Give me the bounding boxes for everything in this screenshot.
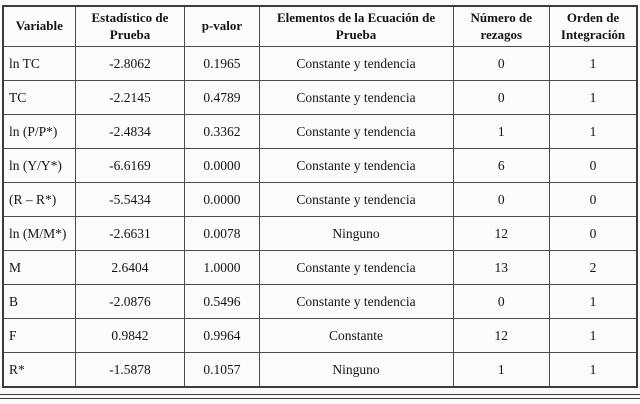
header-row: Variable Estadístico de Prueba p-valor Elem… bbox=[2, 5, 638, 47]
cell-estadistico-de-prueba: -5.5434 bbox=[74, 182, 186, 217]
cell-elementos-ecuacion: Ninguno bbox=[258, 352, 454, 388]
cell-elementos-ecuacion: Constante bbox=[258, 318, 454, 353]
table-row: ln (P/P*) -2.4834 0.3362 Constante y tenden… bbox=[2, 114, 638, 149]
cell-p-valor: 0.1057 bbox=[184, 352, 260, 388]
cell-elementos-ecuacion: Constante y tendencia bbox=[258, 114, 454, 149]
cell-estadistico-de-prueba: -6.6169 bbox=[74, 148, 186, 183]
cell-p-valor: 0.0078 bbox=[184, 216, 260, 251]
table-row: (R – R*) -5.5434 0.0000 Constante y tendenc… bbox=[2, 182, 638, 217]
cell-variable: ln (M/M*) bbox=[2, 216, 76, 251]
table-row: B -2.0876 0.5496 Constante y tendencia 0 1 bbox=[2, 284, 638, 319]
cell-variable: M bbox=[2, 250, 76, 285]
cell-variable: (R – R*) bbox=[2, 182, 76, 217]
cell-p-valor: 0.1965 bbox=[184, 46, 260, 81]
cell-p-valor: 0.4789 bbox=[184, 80, 260, 115]
cell-numero-rezagos: 12 bbox=[452, 216, 551, 251]
header-cell-elementos-ecuacion: Elementos de la Ecuación de Prueba bbox=[258, 5, 454, 47]
cell-elementos-ecuacion: Constante y tendencia bbox=[258, 182, 454, 217]
header-cell-orden-integracion: Orden de Integración bbox=[549, 5, 638, 47]
table-header: Variable Estadístico de Prueba p-valor Elem… bbox=[2, 5, 638, 47]
table-body: ln TC -2.8062 0.1965 Constante y tendencia 0… bbox=[2, 46, 638, 388]
table-row: ln TC -2.8062 0.1965 Constante y tendencia 0… bbox=[2, 46, 638, 81]
cell-variable: ln (Y/Y*) bbox=[2, 148, 76, 183]
cell-variable: ln (P/P*) bbox=[2, 114, 76, 149]
cell-variable: ln TC bbox=[2, 46, 76, 81]
cell-estadistico-de-prueba: -2.6631 bbox=[74, 216, 186, 251]
cell-orden-integracion: 2 bbox=[549, 250, 638, 285]
cell-estadistico-de-prueba: 0.9842 bbox=[74, 318, 186, 353]
cell-variable: F bbox=[2, 318, 76, 353]
cell-variable: TC bbox=[2, 80, 76, 115]
cell-estadistico-de-prueba: -1.5878 bbox=[74, 352, 186, 388]
cell-numero-rezagos: 12 bbox=[452, 318, 551, 353]
header-cell-variable: Variable bbox=[2, 5, 76, 47]
cell-orden-integracion: 0 bbox=[549, 216, 638, 251]
cell-orden-integracion: 1 bbox=[549, 318, 638, 353]
cell-p-valor: 0.0000 bbox=[184, 148, 260, 183]
unit-root-test-table-container: Variable Estadístico de Prueba p-valor Elem… bbox=[2, 5, 638, 388]
cell-orden-integracion: 0 bbox=[549, 148, 638, 183]
cell-p-valor: 0.5496 bbox=[184, 284, 260, 319]
cell-estadistico-de-prueba: -2.4834 bbox=[74, 114, 186, 149]
cell-elementos-ecuacion: Constante y tendencia bbox=[258, 284, 454, 319]
table-row: TC -2.2145 0.4789 Constante y tendencia 0 1 bbox=[2, 80, 638, 115]
table-row: ln (Y/Y*) -6.6169 0.0000 Constante y tenden… bbox=[2, 148, 638, 183]
cell-orden-integracion: 1 bbox=[549, 114, 638, 149]
cell-numero-rezagos: 0 bbox=[452, 182, 551, 217]
table-row: M 2.6404 1.0000 Constante y tendencia 13 2 bbox=[2, 250, 638, 285]
cell-orden-integracion: 1 bbox=[549, 46, 638, 81]
cell-variable: B bbox=[2, 284, 76, 319]
cell-elementos-ecuacion: Constante y tendencia bbox=[258, 80, 454, 115]
cell-orden-integracion: 1 bbox=[549, 80, 638, 115]
cell-p-valor: 0.0000 bbox=[184, 182, 260, 217]
cell-p-valor: 0.9964 bbox=[184, 318, 260, 353]
cell-estadistico-de-prueba: -2.8062 bbox=[74, 46, 186, 81]
cell-estadistico-de-prueba: 2.6404 bbox=[74, 250, 186, 285]
cell-p-valor: 0.3362 bbox=[184, 114, 260, 149]
cell-numero-rezagos: 0 bbox=[452, 80, 551, 115]
table-row: ln (M/M*) -2.6631 0.0078 Ninguno 12 0 bbox=[2, 216, 638, 251]
cell-estadistico-de-prueba: -2.2145 bbox=[74, 80, 186, 115]
header-cell-p-valor: p-valor bbox=[184, 5, 260, 47]
cell-numero-rezagos: 0 bbox=[452, 284, 551, 319]
table-row: F 0.9842 0.9964 Constante 12 1 bbox=[2, 318, 638, 353]
cell-orden-integracion: 1 bbox=[549, 284, 638, 319]
header-cell-estadistico-de-prueba: Estadístico de Prueba bbox=[74, 5, 186, 47]
cell-numero-rezagos: 1 bbox=[452, 114, 551, 149]
cell-orden-integracion: 0 bbox=[549, 182, 638, 217]
cell-variable: R* bbox=[2, 352, 76, 388]
cell-numero-rezagos: 13 bbox=[452, 250, 551, 285]
table-row: R* -1.5878 0.1057 Ninguno 1 1 bbox=[2, 352, 638, 388]
cell-estadistico-de-prueba: -2.0876 bbox=[74, 284, 186, 319]
data-table: Variable Estadístico de Prueba p-valor Elem… bbox=[2, 5, 638, 388]
cell-numero-rezagos: 0 bbox=[452, 46, 551, 81]
cell-numero-rezagos: 1 bbox=[452, 352, 551, 388]
cell-orden-integracion: 1 bbox=[549, 352, 638, 388]
cell-elementos-ecuacion: Ninguno bbox=[258, 216, 454, 251]
header-cell-numero-rezagos: Número de rezagos bbox=[452, 5, 551, 47]
cell-elementos-ecuacion: Constante y tendencia bbox=[258, 250, 454, 285]
cell-elementos-ecuacion: Constante y tendencia bbox=[258, 46, 454, 81]
bottom-double-rule bbox=[0, 394, 640, 399]
cell-numero-rezagos: 6 bbox=[452, 148, 551, 183]
cell-elementos-ecuacion: Constante y tendencia bbox=[258, 148, 454, 183]
cell-p-valor: 1.0000 bbox=[184, 250, 260, 285]
